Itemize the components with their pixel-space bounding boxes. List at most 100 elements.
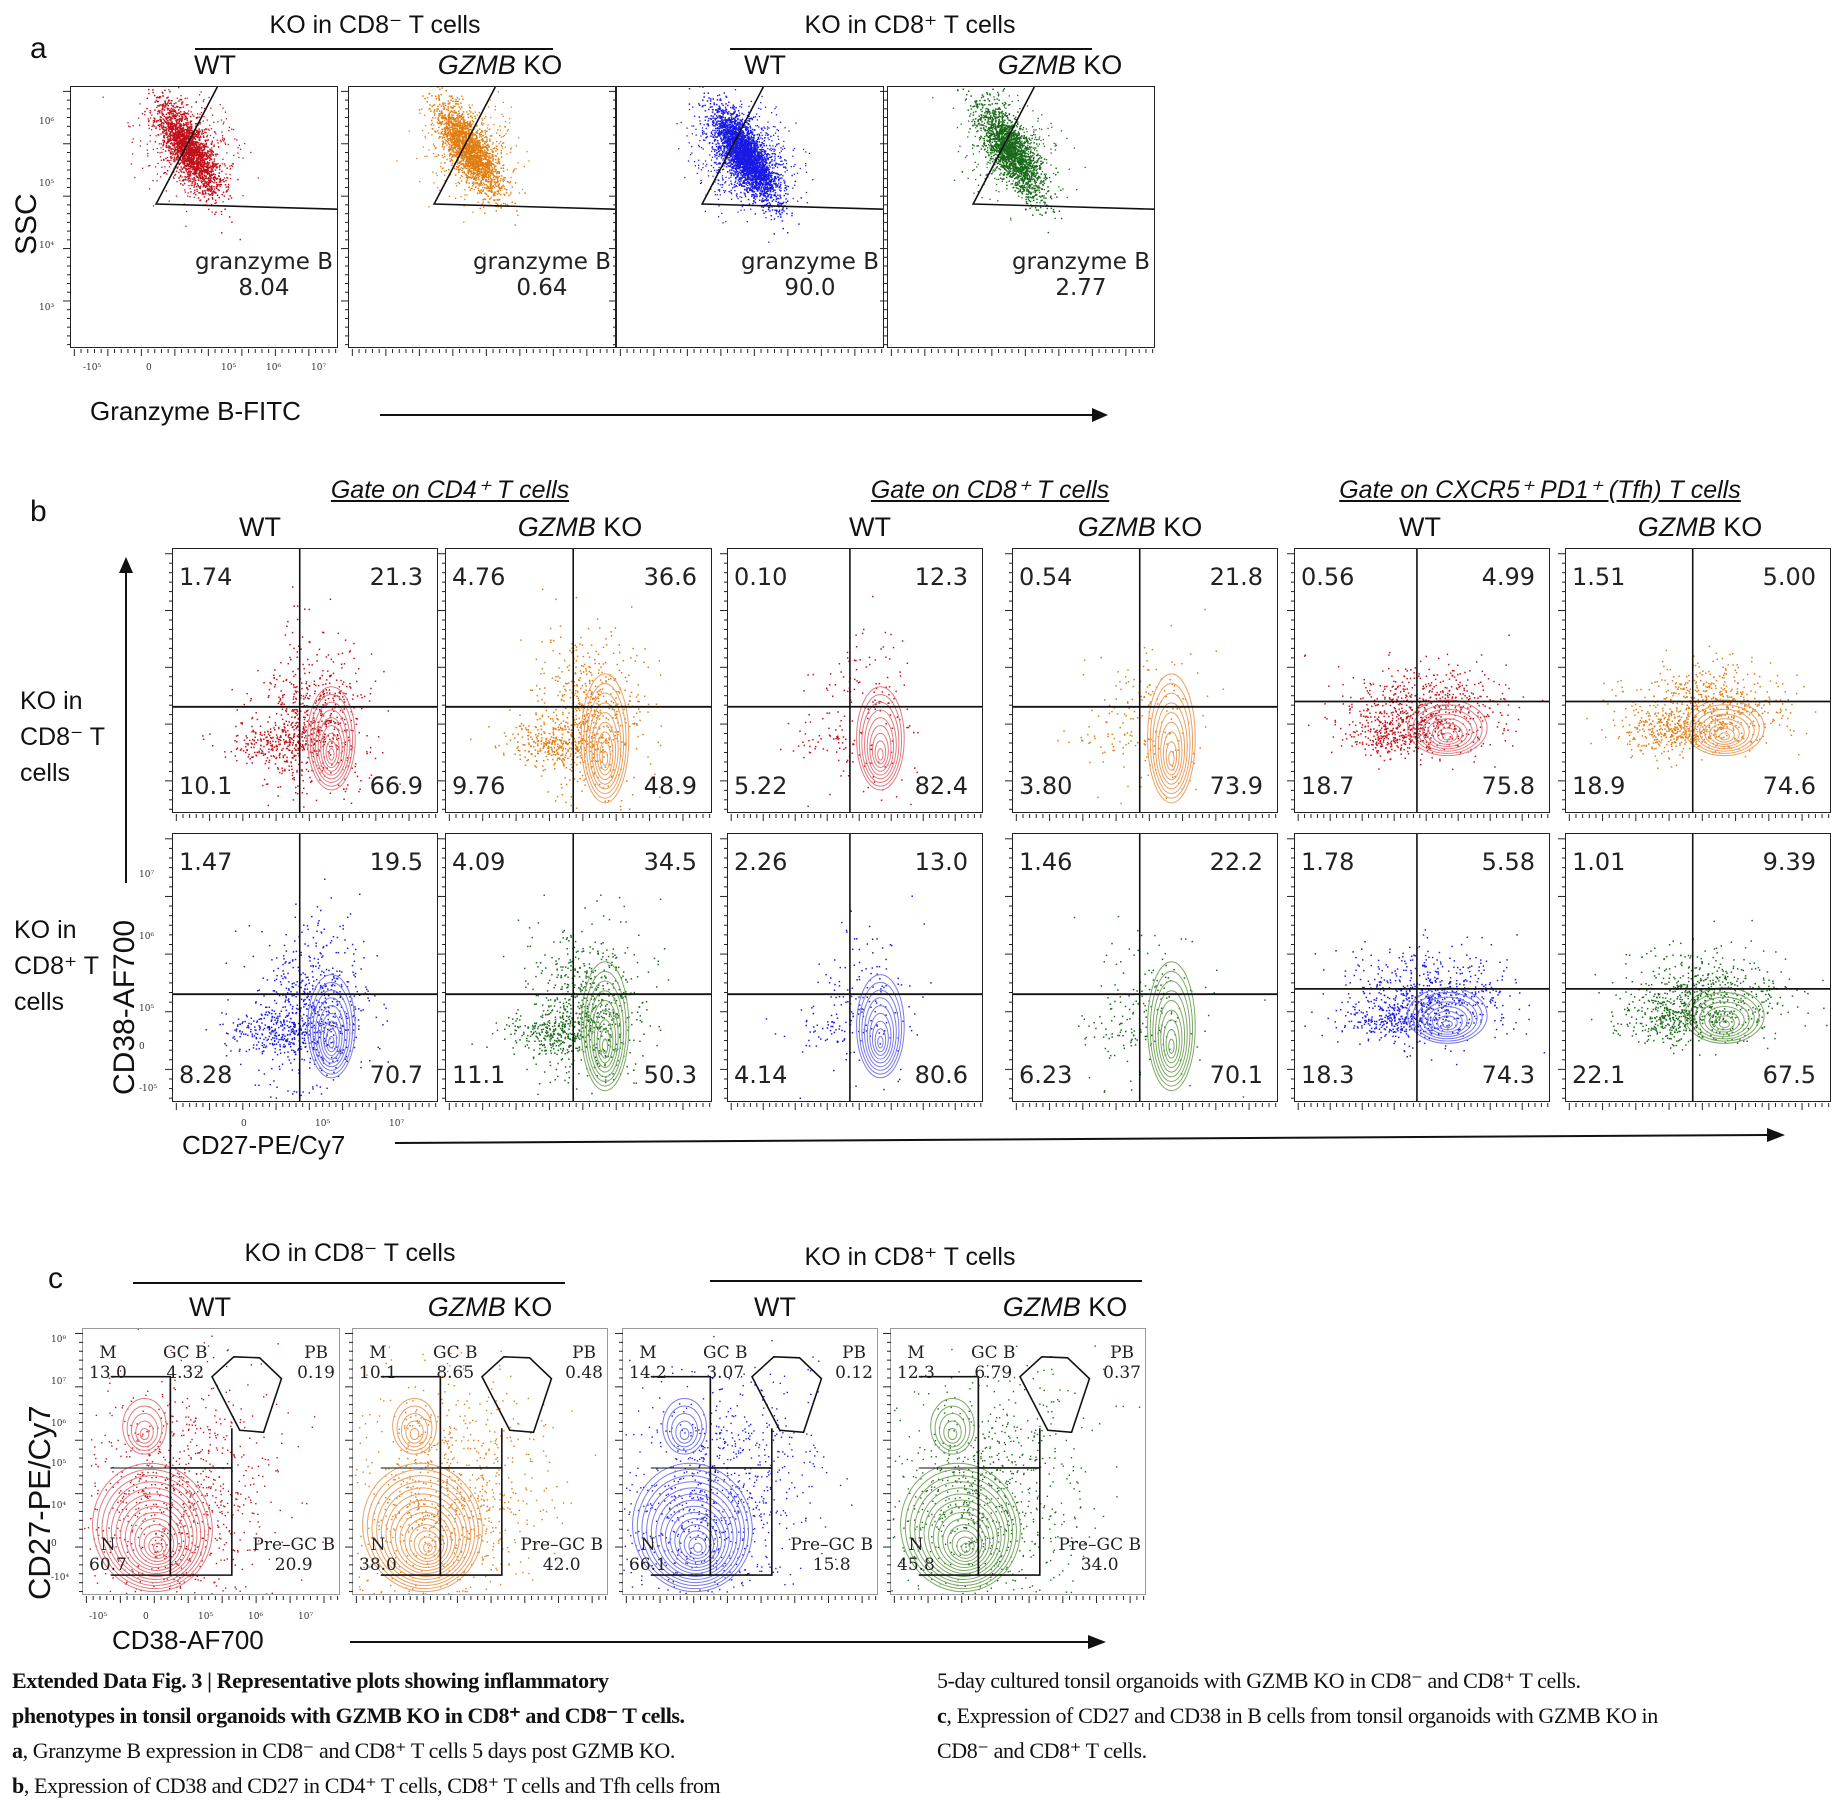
gate-name: N <box>359 1535 397 1555</box>
panel-b-gate-title-tfh: Gate on CXCR5⁺ PD1⁺ (Tfh) T cells <box>1310 475 1770 505</box>
y-tick-label: 10⁸ <box>51 1335 66 1345</box>
condition-label: KO <box>513 1292 552 1322</box>
x-axis-ticks <box>85 1596 339 1603</box>
quadrant-ul-value: 1.51 <box>1572 563 1625 591</box>
x-axis-ticks <box>1568 1103 1830 1110</box>
quadrant-ll-value: 3.80 <box>1019 772 1072 800</box>
y-axis-ticks <box>1558 838 1566 1099</box>
row-label-line: cells <box>14 984 99 1020</box>
quadrant-ll-value: 18.7 <box>1301 772 1354 800</box>
x-axis-ticks <box>1568 814 1830 821</box>
panel-b-letter: b <box>30 495 47 529</box>
panel-a-cond-ko-1: GZMB KO <box>400 50 600 81</box>
event-dots <box>202 714 339 777</box>
y-axis-ticks <box>1287 553 1295 810</box>
plot-canvas <box>446 549 711 812</box>
gate-label-m: M 13.0 <box>89 1343 127 1383</box>
gate-value: 0.37 <box>1103 1363 1141 1383</box>
x-tick-label: -10⁵ <box>83 363 101 373</box>
x-axis-ticks <box>1015 1103 1277 1110</box>
panel-c-group-title-cd8pos: KO in CD8⁺ T cells <box>720 1242 1100 1272</box>
plot-canvas <box>102 87 337 241</box>
x-tick-label: 0 <box>146 363 152 373</box>
density-contours <box>900 1462 1021 1593</box>
quadrant-lr-value: 73.9 <box>1210 772 1263 800</box>
quadrant-lr-value: 70.7 <box>370 1061 423 1089</box>
gate-value: 8.65 <box>433 1363 477 1383</box>
caption-c-2: CD8⁻ and CD8⁺ T cells. <box>937 1733 1834 1768</box>
panel-c-group-line-cd8neg <box>133 1282 565 1284</box>
panel-a-cond-wt-2: WT <box>690 50 840 81</box>
gate-value: 4.32 <box>163 1363 207 1383</box>
y-axis-ticks <box>720 553 728 810</box>
quadrant-ll-value: 6.23 <box>1019 1061 1072 1089</box>
event-dots <box>471 1002 615 1060</box>
plot-canvas <box>728 834 982 1101</box>
gate-name: GC B <box>163 1343 207 1363</box>
gate-value: 3.07 <box>703 1363 747 1383</box>
gate-outline <box>432 87 615 210</box>
x-tick-label: 10⁶ <box>248 1612 263 1622</box>
plot-canvas <box>932 87 1154 234</box>
gate-name: M <box>629 1343 667 1363</box>
y-axis-ticks <box>63 90 71 346</box>
facs-plot-c-4: M 12.3 GC B 6.79 PB 0.37 N 45.8 Pre–GC B 34.0 <box>883 1328 1146 1603</box>
gate-value: 0.19 <box>297 1363 335 1383</box>
event-dots <box>224 878 389 1099</box>
x-axis-ticks <box>73 349 337 356</box>
y-tick-label: 10⁶ <box>39 117 54 127</box>
gene-label: GZMB <box>1638 512 1716 542</box>
gate-value: 60.7 <box>89 1555 127 1575</box>
density-contours <box>1407 987 1488 1044</box>
gate-label-gcb: GC B 8.65 <box>433 1343 477 1383</box>
panel-b-cond-wt-2: WT <box>810 512 930 543</box>
gate-name: M <box>89 1343 127 1363</box>
quadrant-lr-value: 75.8 <box>1482 772 1535 800</box>
y-tick-label: 10⁵ <box>139 1004 154 1014</box>
row-label-line: KO in <box>14 912 99 948</box>
quadrant-lr-value: 74.6 <box>1763 772 1816 800</box>
facs-plot-a-4: granzyme B 2.77 <box>880 86 1155 356</box>
quadrant-lr-value: 80.6 <box>915 1061 968 1089</box>
gate-value: 0.48 <box>565 1363 603 1383</box>
plot-canvas <box>1566 549 1830 812</box>
quadrant-ur-value: 34.5 <box>644 848 697 876</box>
plot-canvas <box>1013 834 1277 1101</box>
quadrant-ur-value: 12.3 <box>915 563 968 591</box>
panel-b-x-axis-label: CD27-PE/Cy7 <box>182 1130 345 1161</box>
panel-a-group-title-cd8pos: KO in CD8⁺ T cells <box>730 10 1090 40</box>
gate-value: 0.12 <box>835 1363 873 1383</box>
x-tick-label: 10⁵ <box>315 1119 330 1129</box>
event-dots <box>396 91 530 255</box>
quadrant-lr-value: 67.5 <box>1763 1061 1816 1089</box>
gate-label-pb: PB 0.12 <box>835 1343 873 1383</box>
x-axis-ticks <box>355 1596 607 1603</box>
panel-b-row-label-cd8pos: KO in CD8⁺ T cells <box>14 912 99 1020</box>
x-axis-ticks <box>893 1596 1145 1603</box>
gate-label-n: N 60.7 <box>89 1535 127 1575</box>
event-dots <box>780 711 872 767</box>
x-axis-ticks <box>730 814 982 821</box>
gate-name: PB <box>297 1343 335 1363</box>
y-tick-label: 10³ <box>39 303 54 313</box>
gene-label: GZMB <box>1003 1292 1081 1322</box>
event-dots <box>1057 726 1168 764</box>
gate-value: 10.1 <box>359 1363 397 1383</box>
plot-canvas <box>353 1346 597 1594</box>
gate-label-n: N 38.0 <box>359 1535 397 1575</box>
condition-label: KO <box>523 50 562 80</box>
facs-plot-a-3: granzyme B 90.0 <box>609 86 884 356</box>
gate-name: Pre–GC B <box>520 1535 603 1555</box>
gate-label-pb: PB 0.48 <box>565 1343 603 1383</box>
facs-plot-c-1: M 13.0 GC B 4.32 PB 0.19 N 60.7 Pre–GC B 20.9 10⁸ 1… <box>51 1328 340 1622</box>
quadrant-ll-value: 5.22 <box>734 772 787 800</box>
quadrant-lr-value: 74.3 <box>1482 1061 1535 1089</box>
plot-canvas <box>446 834 711 1101</box>
x-tick-label: 10⁷ <box>311 363 326 373</box>
panel-c-x-axis-label: CD38-AF700 <box>112 1625 264 1656</box>
gate-name: granzyme B <box>741 249 879 275</box>
quadrant-ll-value: 22.1 <box>1572 1061 1625 1089</box>
facs-plot-a-1: granzyme B 8.04 10⁶ 10⁵ 10⁴ 10³ -10⁵ 0 10⁵ 10⁶ 10⁷ <box>39 86 338 373</box>
caption-title-line2: phenotypes in tonsil organoids with GZMB… <box>12 1698 892 1733</box>
gate-name: Pre–GC B <box>1058 1535 1141 1555</box>
